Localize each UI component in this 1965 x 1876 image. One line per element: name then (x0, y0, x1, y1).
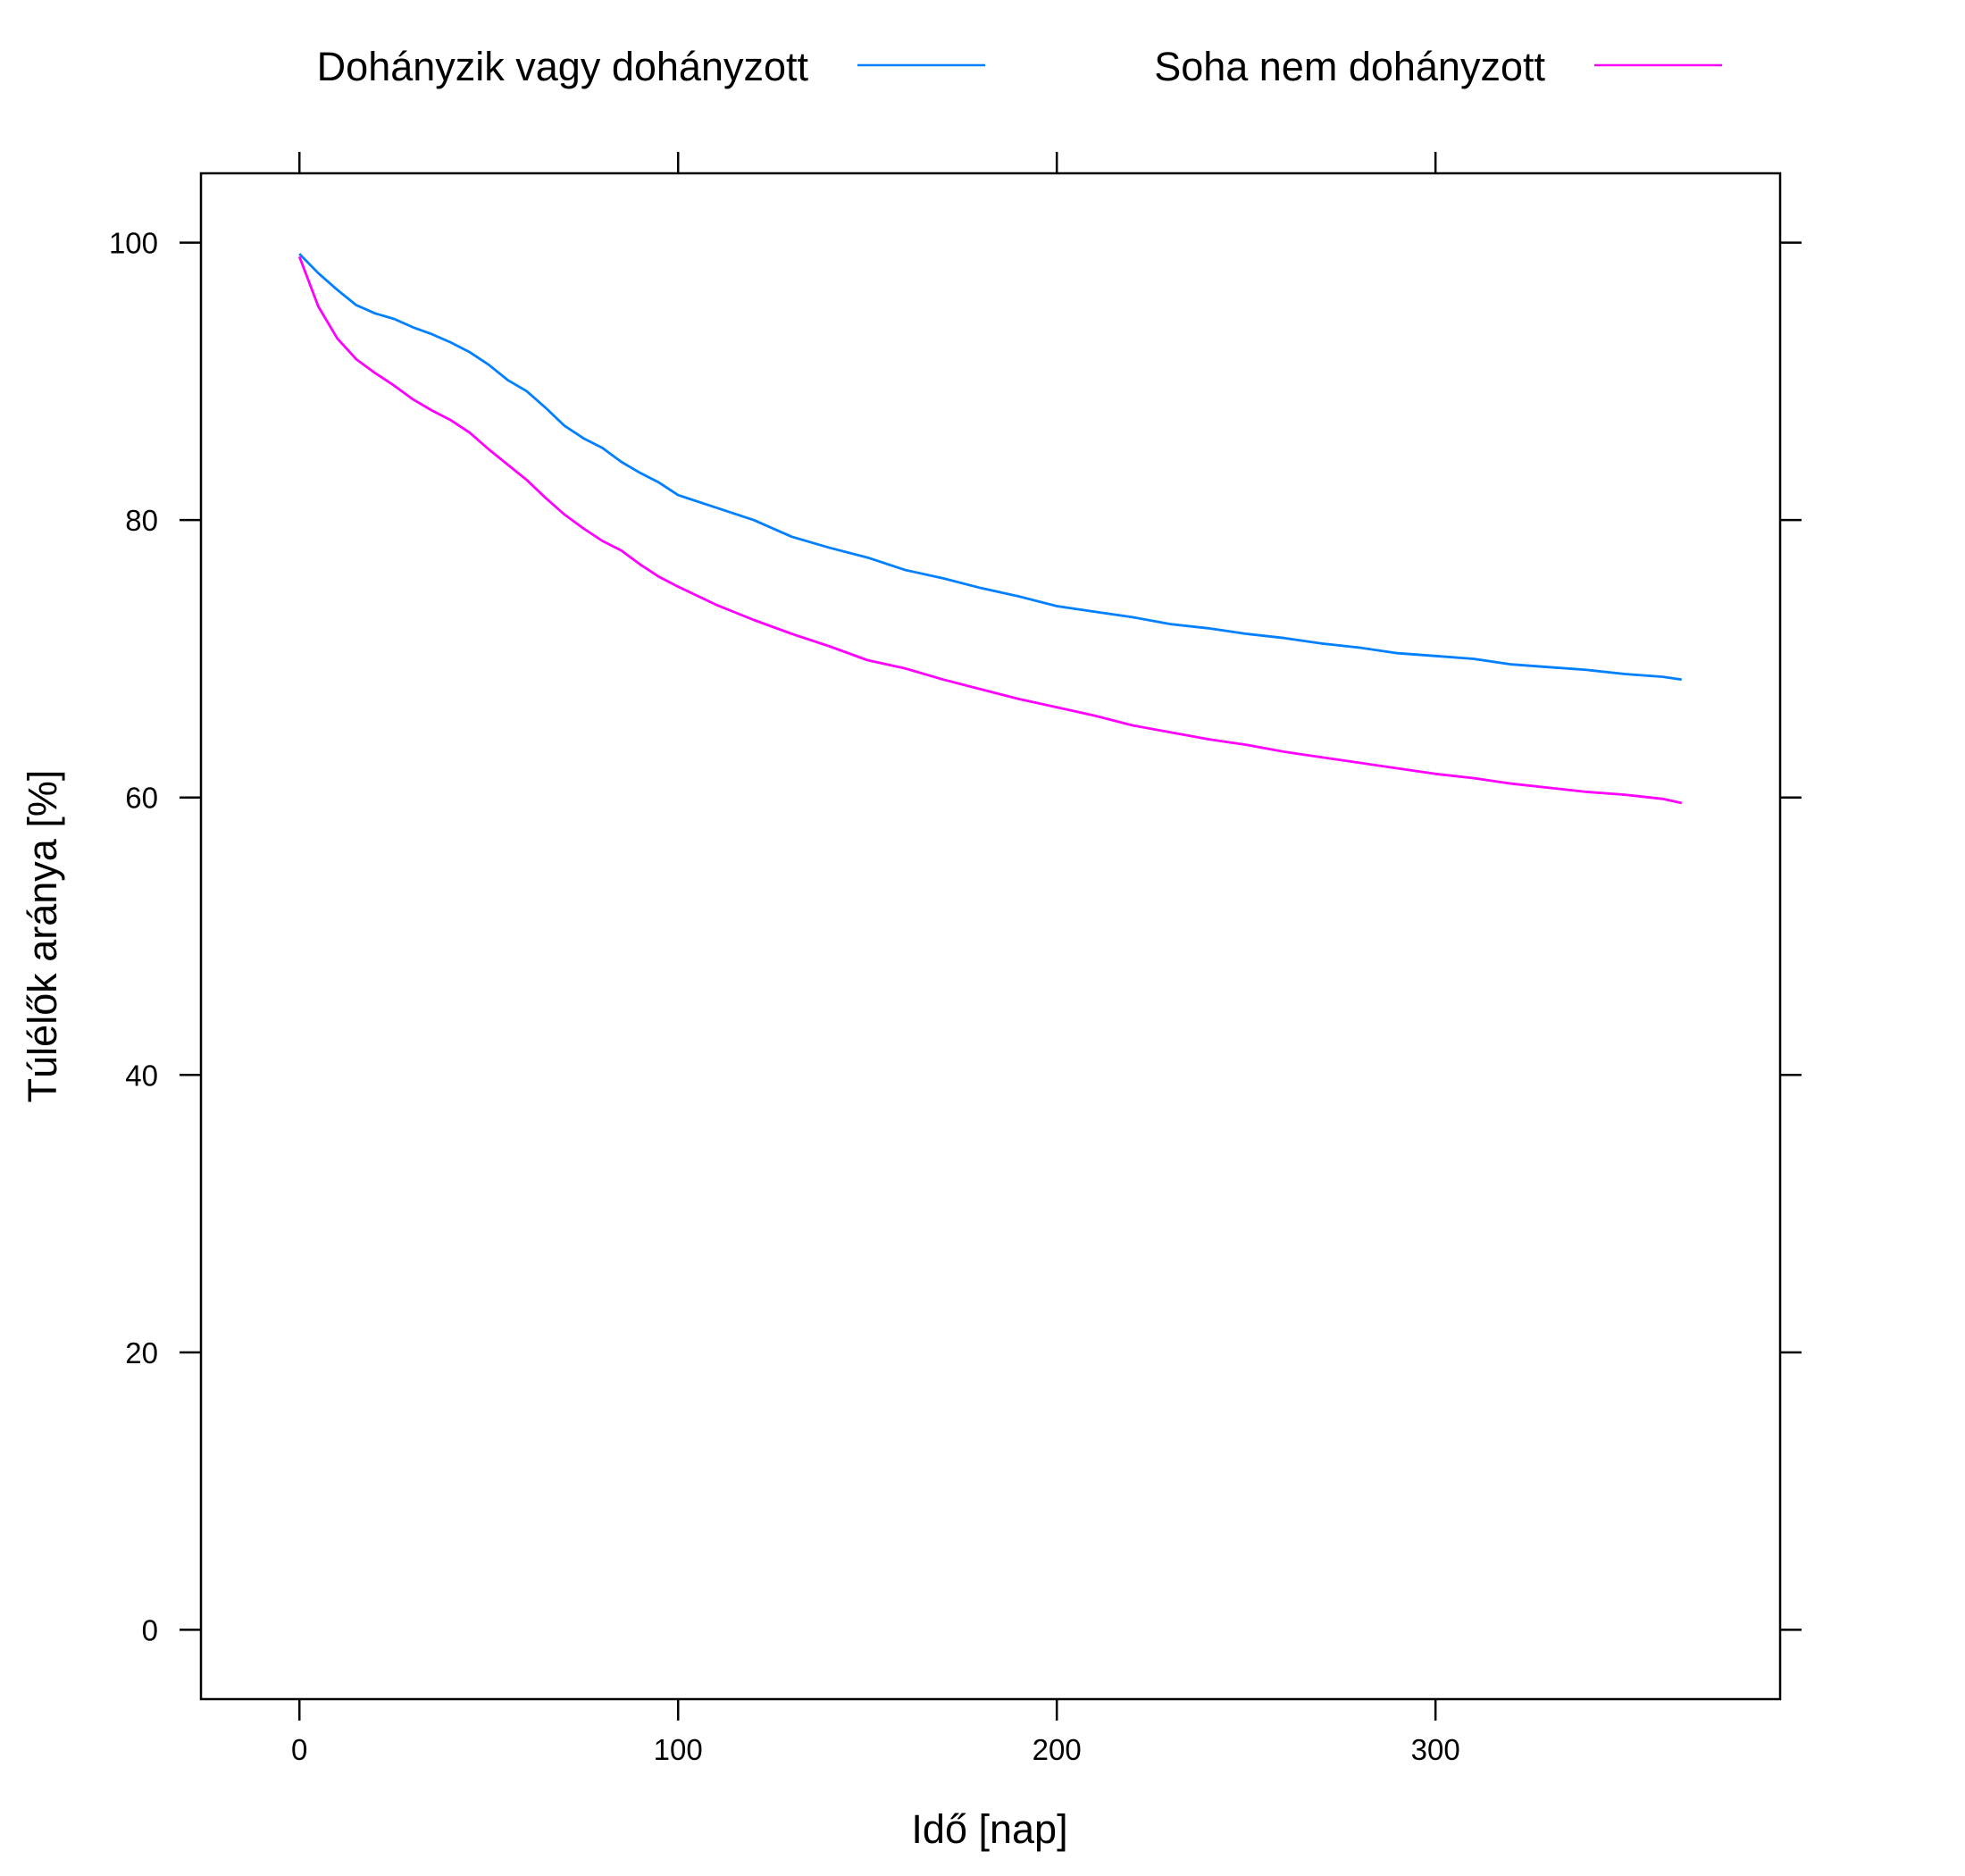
y-axis-title: Túlélők aránya [%] (20, 770, 65, 1103)
series-line-2 (297, 255, 1683, 805)
y-tick-label: 60 (125, 782, 158, 815)
y-tick-label: 40 (125, 1059, 158, 1092)
y-tick-label: 20 (125, 1336, 158, 1369)
y-tick-label: 0 (142, 1613, 158, 1646)
y-tick-label: 100 (109, 227, 158, 260)
x-tick-label: 200 (1033, 1733, 1082, 1766)
axis-tick-labels: 0 100 200 300 0 20 40 60 80 100 (109, 227, 1460, 1766)
legend-label-series-2: Soha nem dohányzott (1154, 44, 1545, 89)
x-tick-label: 300 (1411, 1733, 1460, 1766)
x-tick-label: 0 (291, 1733, 307, 1766)
plot-frame (199, 172, 1782, 1701)
legend-label-series-1: Dohányzik vagy dohányzott (317, 44, 809, 89)
y-tick-label: 80 (125, 504, 158, 537)
series-lines (297, 253, 1683, 805)
x-axis-title: Idő [nap] (911, 1806, 1067, 1852)
axis-ticks (180, 152, 1802, 1721)
legend: Dohányzik vagy dohányzott Soha nem dohán… (317, 44, 1722, 89)
series-line-1 (298, 253, 1683, 682)
x-tick-label: 100 (654, 1733, 703, 1766)
